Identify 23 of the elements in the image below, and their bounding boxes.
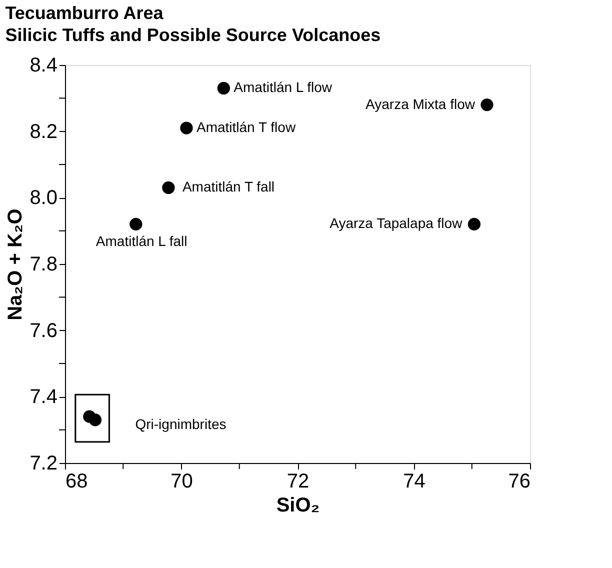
y-tick-label: 7.8 (30, 254, 58, 276)
x-tick-label: 72 (286, 470, 310, 492)
series-label: Ayarza Tapalapa flow (330, 215, 464, 232)
y-tick-label: 8.0 (30, 187, 58, 210)
series-label: Ayarza Mixta flow (366, 96, 476, 112)
x-tick-label: 70 (170, 470, 193, 492)
series-label: Amatitlán T fall (182, 178, 275, 195)
x-tick-label: 68 (66, 470, 88, 492)
y-tick-label: 7.4 (30, 386, 58, 408)
x-tick-label: 76 (508, 470, 530, 492)
y-axis-title: Na₂O + K₂O (4, 208, 27, 320)
y-tick-label: 8.4 (30, 54, 58, 76)
y-tick-label: 7.6 (30, 320, 58, 342)
chart-subtitle: Silicic Tuffs and Possible Source Volcanoes (5, 25, 381, 45)
y-tick-label: 8.2 (30, 120, 58, 143)
text: Qri-ignimbrites (135, 416, 226, 432)
chart-title: Tecuamburro Area (5, 3, 164, 23)
series-label: Amatitlán L flow (234, 79, 333, 96)
series-label: Amatitlán L fall (96, 233, 188, 250)
series-label: Amatitlán T flow (196, 119, 296, 136)
x-axis-title: SiO₂ (276, 494, 320, 516)
x-tick-label: 74 (403, 470, 426, 492)
y-tick-label: 7.2 (30, 452, 58, 474)
